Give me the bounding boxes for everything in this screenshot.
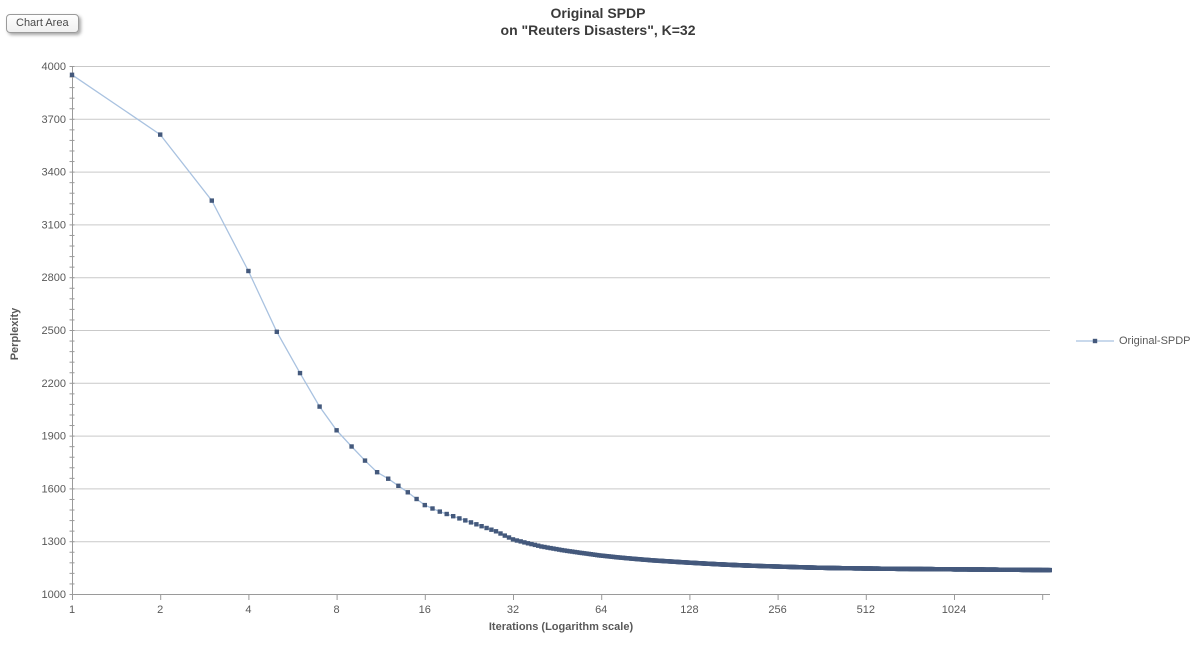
series-marker[interactable] (468, 520, 474, 525)
series-marker[interactable] (575, 550, 580, 555)
x-tick-label[interactable]: 1024 (942, 604, 966, 616)
series-marker[interactable] (474, 522, 479, 527)
series-marker[interactable] (317, 404, 322, 409)
x-tick-label[interactable]: 128 (680, 604, 698, 616)
series-marker[interactable] (69, 72, 75, 77)
series-marker[interactable] (349, 444, 354, 449)
y-tick-label[interactable]: 3700 (42, 114, 66, 126)
series-marker[interactable] (539, 544, 544, 549)
series-marker[interactable] (489, 527, 494, 532)
series-marker[interactable] (444, 511, 449, 517)
series-marker[interactable] (529, 541, 534, 547)
x-axis-title[interactable]: Iterations (Logarithm scale) (488, 621, 634, 633)
legend[interactable]: Original-SPDP (1076, 335, 1191, 347)
series-marker[interactable] (457, 516, 462, 521)
series-marker[interactable] (479, 524, 484, 529)
series-marker[interactable] (554, 546, 559, 552)
y-tick-label[interactable]: 2200 (42, 378, 66, 390)
series-marker[interactable] (396, 483, 401, 488)
series-marker[interactable] (274, 329, 279, 334)
series-marker[interactable] (158, 132, 163, 137)
series-marker[interactable] (532, 542, 538, 548)
series-marker[interactable] (334, 428, 339, 433)
series-marker[interactable] (570, 549, 575, 554)
series-marker[interactable] (582, 551, 587, 556)
series-marker[interactable] (567, 549, 572, 554)
chart-area-tooltip: Chart Area (6, 14, 79, 33)
series-marker[interactable] (498, 531, 503, 536)
series-marker[interactable] (463, 518, 468, 523)
x-tick-label[interactable]: 512 (857, 604, 875, 616)
y-axis-title-text: Perplexity (9, 307, 21, 361)
series-marker[interactable] (493, 529, 499, 534)
x-tick-label[interactable]: 256 (768, 604, 786, 616)
y-tick-label[interactable]: 3100 (42, 219, 66, 231)
series-marker[interactable] (430, 506, 435, 511)
series-marker[interactable] (542, 544, 547, 550)
series-marker[interactable] (506, 535, 512, 540)
x-tick-label[interactable]: 32 (507, 604, 519, 616)
series-marker[interactable] (209, 198, 214, 203)
x-tick-label[interactable]: 64 (595, 604, 607, 616)
x-tick-label[interactable]: 8 (334, 604, 340, 616)
series-marker[interactable] (545, 545, 550, 550)
chart-title-line1: Original SPDP (550, 5, 646, 21)
series-marker[interactable] (502, 533, 507, 538)
y-tick-label[interactable]: 2500 (42, 325, 66, 337)
series-marker[interactable] (297, 370, 303, 376)
series-marker[interactable] (562, 548, 567, 553)
series-marker[interactable] (577, 550, 582, 555)
series-marker[interactable] (362, 458, 368, 463)
x-tick-label[interactable]: 4 (245, 604, 251, 616)
series-marker[interactable] (510, 537, 516, 542)
y-tick-label[interactable]: 1600 (42, 483, 66, 495)
series-marker[interactable] (579, 550, 585, 556)
x-tick-label[interactable]: 1 (69, 604, 75, 616)
series-marker[interactable] (548, 545, 553, 551)
major-gridlines (72, 66, 1050, 543)
series-marker[interactable] (1047, 567, 1052, 573)
series-marker[interactable] (414, 496, 419, 502)
series-marker[interactable] (565, 548, 570, 554)
legend-marker-icon (1076, 338, 1114, 344)
series-marker[interactable] (536, 543, 541, 548)
series-marker[interactable] (246, 268, 251, 274)
series-marker[interactable] (572, 549, 577, 555)
y-tick-label[interactable]: 2800 (42, 272, 66, 284)
series-marker[interactable] (525, 541, 531, 546)
series-marker[interactable] (374, 470, 380, 475)
x-tick-label[interactable]: 16 (419, 604, 431, 616)
series-markers[interactable] (69, 72, 1052, 573)
legend-label: Original-SPDP (1119, 335, 1191, 347)
series-marker[interactable] (451, 514, 456, 519)
x-axis-ticks[interactable]: 1 2 4 8 16 32 64 128 256 512 1024 (69, 594, 1044, 616)
series-marker[interactable] (514, 538, 520, 543)
series-marker[interactable] (422, 502, 427, 508)
series-line-original-spdp[interactable] (71, 74, 1050, 571)
y-tick-label[interactable]: 3400 (42, 167, 66, 179)
x-tick-label[interactable]: 2 (157, 604, 163, 616)
series-marker[interactable] (551, 546, 556, 551)
series-marker[interactable] (405, 490, 410, 495)
y-tick-label[interactable]: 4000 (42, 61, 66, 73)
series-marker[interactable] (484, 525, 489, 531)
chart-title[interactable]: Original SPDP on "Reuters Disasters", K=… (0, 5, 1196, 39)
series-marker[interactable] (518, 539, 523, 544)
series-marker[interactable] (522, 540, 527, 545)
y-tick-label[interactable]: 1300 (42, 536, 66, 548)
series-marker[interactable] (557, 547, 562, 552)
series-marker[interactable] (559, 547, 565, 553)
chart-title-line2: on "Reuters Disasters", K=32 (500, 22, 696, 38)
series-marker[interactable] (386, 476, 391, 481)
series-marker[interactable] (437, 509, 442, 514)
series-line[interactable] (71, 74, 1050, 571)
y-tick-label[interactable]: 1000 (42, 589, 66, 601)
y-tick-label[interactable]: 1900 (42, 431, 66, 443)
y-axis-labels[interactable]: 4000 3700 3400 3100 2800 2500 2200 1900 1600 1300… (42, 61, 66, 601)
